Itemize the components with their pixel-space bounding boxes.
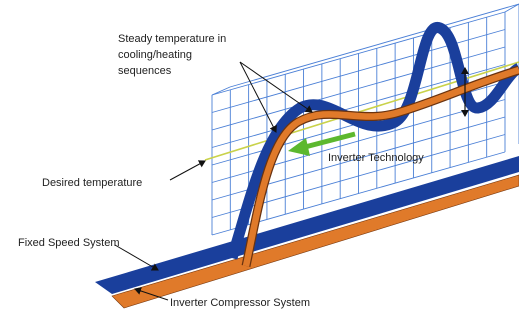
annotation: Fixed Speed System — [18, 237, 120, 249]
annotation: Steady temperature in — [118, 33, 226, 45]
diagram: Steady temperature in cooling/heating se… — [0, 0, 519, 316]
annotation: Desired temperature — [42, 177, 142, 189]
pointer-arrow — [115, 245, 158, 270]
annotation: sequences — [118, 65, 172, 77]
inverter-strip — [112, 175, 519, 308]
annotation: Inverter Compressor System — [170, 297, 310, 309]
annotation: cooling/heating — [118, 49, 192, 61]
fixed-speed-strip — [95, 156, 519, 294]
inverter-arrow-shaft — [305, 134, 355, 147]
pointer-arrow — [170, 161, 205, 180]
grid-line — [505, 4, 519, 12]
grid-line — [230, 4, 519, 87]
pointer-arrow — [240, 62, 276, 132]
annotation: Inverter Technology — [328, 152, 424, 164]
